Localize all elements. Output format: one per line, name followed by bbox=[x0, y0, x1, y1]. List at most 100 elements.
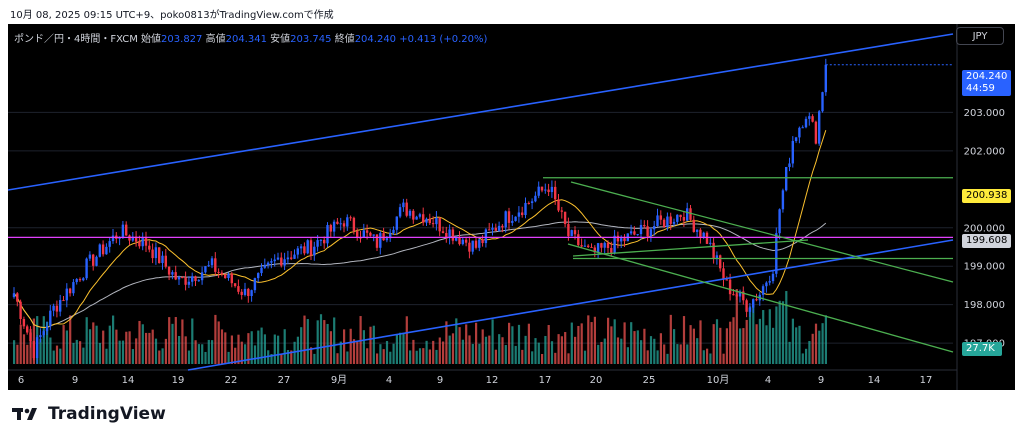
candle-body bbox=[405, 202, 408, 216]
volume-bar bbox=[484, 336, 488, 364]
price-chart[interactable]: 197.000198.000199.000200.000202.000203.0… bbox=[8, 24, 1015, 390]
volume-bar bbox=[669, 314, 672, 364]
candle-body bbox=[709, 242, 712, 244]
candle-body bbox=[68, 288, 72, 294]
candle-body bbox=[593, 247, 596, 253]
candle-body bbox=[695, 229, 699, 232]
high-value: 204.341 bbox=[225, 34, 267, 45]
candle-body bbox=[151, 249, 154, 259]
volume-bar bbox=[201, 344, 204, 364]
candle-body bbox=[75, 279, 78, 283]
candle-body bbox=[230, 273, 233, 284]
volume-bar bbox=[339, 341, 342, 364]
candle-body bbox=[791, 140, 794, 164]
candle-body bbox=[111, 235, 115, 242]
x-tick-label: 4 bbox=[765, 375, 771, 386]
volume-bar bbox=[590, 322, 593, 364]
candle-body bbox=[134, 236, 138, 242]
candle-body bbox=[181, 277, 184, 279]
volume-bar bbox=[154, 338, 158, 364]
volume-bar bbox=[626, 347, 629, 364]
volume-bar bbox=[409, 350, 412, 364]
volume-bar bbox=[686, 344, 689, 364]
candle-body bbox=[82, 278, 85, 281]
candle-body bbox=[600, 243, 603, 248]
candle-body bbox=[745, 300, 748, 312]
candle-body bbox=[732, 294, 735, 296]
candle-body bbox=[26, 326, 29, 333]
x-tick-label: 6 bbox=[18, 375, 24, 386]
volume-bar bbox=[244, 344, 247, 364]
candle-body bbox=[290, 257, 293, 259]
volume-bar bbox=[481, 329, 484, 364]
fast-ma-line bbox=[13, 130, 827, 329]
candle-body bbox=[590, 246, 593, 248]
volume-bar bbox=[191, 318, 194, 364]
volume-bar bbox=[557, 334, 560, 364]
candle-body bbox=[501, 225, 504, 228]
x-tick-label: 14 bbox=[122, 375, 135, 386]
tradingview-logo[interactable]: TradingView bbox=[12, 404, 166, 424]
candle-body bbox=[464, 239, 468, 243]
volume-bar bbox=[620, 338, 623, 364]
volume-bar bbox=[805, 348, 808, 364]
candle-body bbox=[438, 217, 441, 232]
volume-bar bbox=[280, 353, 283, 364]
volume-bar bbox=[230, 335, 233, 364]
volume-bar bbox=[415, 350, 418, 364]
volume-bar bbox=[39, 338, 42, 364]
candle-body bbox=[544, 189, 547, 191]
volume-bar bbox=[587, 315, 590, 364]
candle-body bbox=[646, 226, 649, 237]
candle-body bbox=[365, 230, 369, 233]
candle-body bbox=[478, 239, 481, 248]
candle-body bbox=[488, 229, 491, 231]
volume-bar bbox=[791, 318, 794, 364]
volume-bar bbox=[131, 349, 134, 364]
volume-bar bbox=[310, 347, 313, 364]
high-label: 高値 bbox=[205, 34, 226, 45]
volume-bar bbox=[541, 353, 544, 364]
candle-body bbox=[362, 230, 365, 238]
volume-bar bbox=[527, 323, 530, 364]
volume-bar bbox=[26, 344, 29, 364]
volume-bar bbox=[412, 339, 415, 364]
candle-body bbox=[798, 127, 801, 138]
candle-body bbox=[557, 199, 560, 211]
candle-body bbox=[332, 221, 336, 232]
volume-bar bbox=[207, 339, 210, 364]
candle-body bbox=[339, 223, 342, 225]
chart-panel[interactable]: 197.000198.000199.000200.000202.000203.0… bbox=[8, 24, 1015, 390]
volume-bar bbox=[161, 348, 164, 364]
candle-body bbox=[583, 245, 587, 247]
candle-body bbox=[313, 246, 316, 256]
candle-body bbox=[596, 243, 600, 253]
volume-bar bbox=[772, 327, 775, 364]
volume-bar bbox=[666, 353, 669, 364]
volume-bar bbox=[498, 334, 501, 364]
currency-button[interactable]: JPY bbox=[956, 27, 1004, 45]
y-tick-label: 198.000 bbox=[964, 300, 1005, 311]
volume-bar bbox=[164, 338, 167, 364]
volume-bar bbox=[438, 337, 441, 364]
candle-body bbox=[448, 229, 451, 239]
candle-body bbox=[672, 221, 676, 224]
volume-bar bbox=[171, 323, 174, 364]
candle-body bbox=[395, 216, 398, 230]
low-value: 203.745 bbox=[290, 34, 332, 45]
volume-bar bbox=[692, 328, 695, 364]
volume-bar bbox=[108, 325, 111, 364]
volume-bar bbox=[178, 336, 181, 364]
symbol-label: ポンド／円・4時間・FXCM bbox=[14, 34, 138, 45]
volume-bar bbox=[801, 353, 804, 364]
candle-body bbox=[85, 258, 88, 279]
volume-bar bbox=[593, 316, 596, 364]
volume-bar bbox=[715, 319, 719, 364]
candle-body bbox=[352, 217, 356, 232]
volume-bar bbox=[649, 336, 653, 364]
candle-body bbox=[719, 255, 722, 269]
candle-body bbox=[398, 207, 402, 217]
volume-bar bbox=[640, 340, 643, 364]
volume-bar bbox=[636, 330, 639, 364]
candle-body bbox=[765, 282, 768, 287]
